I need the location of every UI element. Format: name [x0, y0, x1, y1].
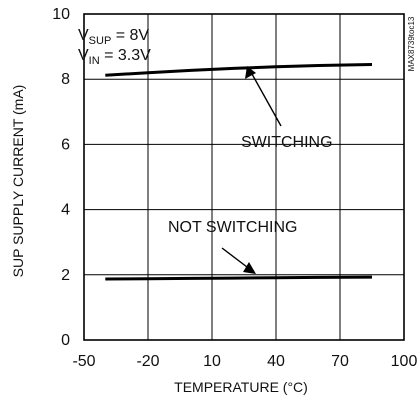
y-tick-label: 2 — [61, 267, 70, 284]
x-tick-label: 10 — [203, 353, 221, 370]
x-tick-labels: -50 -20 10 40 70 100 — [72, 353, 417, 370]
x-tick-label: 100 — [391, 353, 418, 370]
series-line-switching — [105, 63, 373, 77]
figure-id-mark: MAX8739toc13 — [407, 16, 416, 71]
x-axis-label: TEMPERATURE (°C) — [174, 379, 308, 395]
switching-label: SWITCHING — [241, 134, 333, 151]
not-switching-arrow-shaft — [221, 247, 248, 268]
y-tick-labels: 0 2 4 6 8 10 — [52, 6, 70, 349]
not-switching-label: NOT SWITCHING — [168, 219, 297, 236]
vsup-condition: VSUP = 8V — [78, 27, 149, 47]
series-line-not-switching — [105, 275, 373, 281]
plot-frame — [83, 13, 405, 341]
x-tick-label: 40 — [267, 353, 285, 370]
x-tick-label: 70 — [331, 353, 349, 370]
vin-condition: VIN = 3.3V — [78, 47, 151, 67]
switching-arrow-shaft — [251, 73, 282, 127]
y-tick-label: 6 — [61, 136, 70, 153]
series-layer — [105, 63, 373, 281]
not-switching-arrowhead — [243, 262, 256, 274]
x-tick-label: -50 — [72, 353, 95, 370]
y-tick-label: 4 — [61, 202, 70, 219]
y-tick-label: 0 — [61, 332, 70, 349]
switching-arrowhead — [245, 66, 256, 79]
y-axis-label: SUP SUPPLY CURRENT (mA) — [10, 85, 26, 278]
x-tick-label: -20 — [136, 353, 159, 370]
y-tick-label: 8 — [61, 71, 70, 88]
y-tick-label: 10 — [52, 6, 70, 23]
